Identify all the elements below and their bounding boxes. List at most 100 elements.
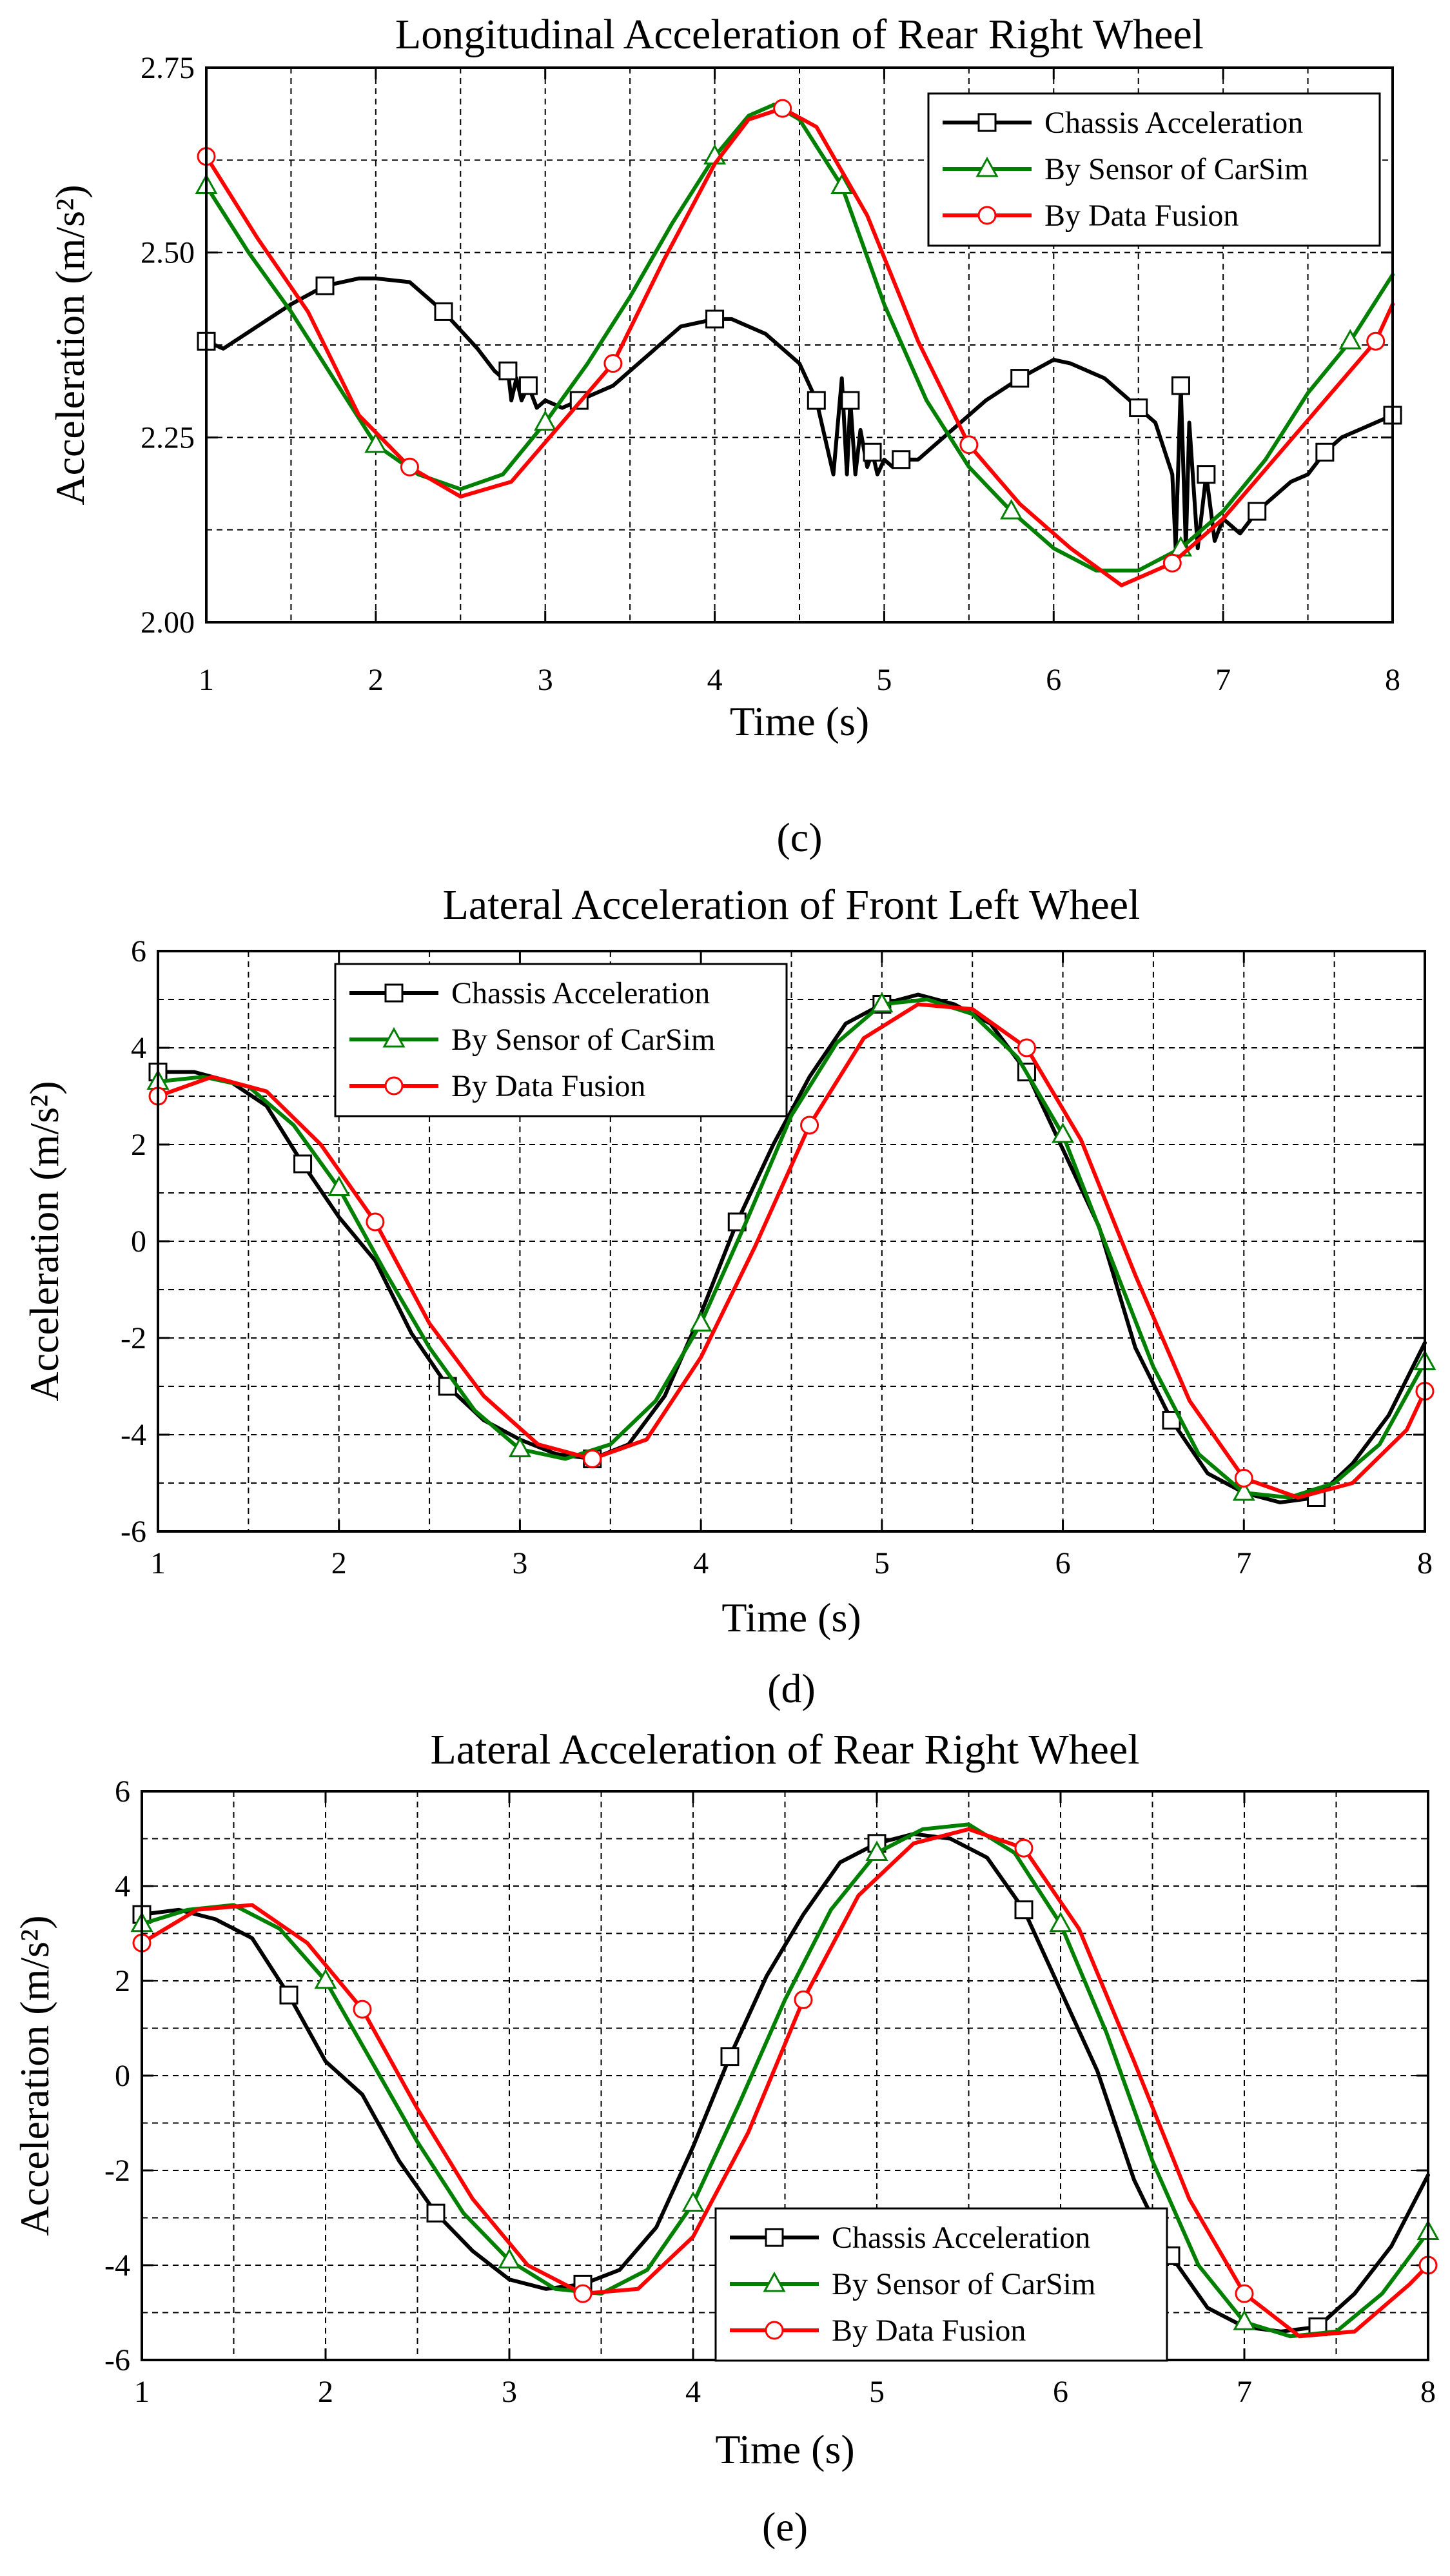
panel-label: (d) <box>767 1666 816 1711</box>
chart-title: Lateral Acceleration of Front Left Wheel <box>443 881 1141 929</box>
data-point <box>353 2000 372 2019</box>
chart-panel-2: Lateral Acceleration of Rear Right Wheel… <box>12 1726 1440 2550</box>
data-point <box>1010 369 1030 388</box>
y-tick-label: -4 <box>121 1418 146 1452</box>
x-tick-label: 2 <box>331 1546 347 1580</box>
x-tick-label: 5 <box>869 2375 885 2409</box>
legend-label: Chassis Acceleration <box>451 976 710 1010</box>
y-tick-label: 0 <box>131 1224 146 1259</box>
legend: Chassis Acceleration By Sensor of CarSim B… <box>714 2207 1168 2362</box>
legend-label: By Sensor of CarSim <box>451 1023 715 1057</box>
data-point <box>800 1116 819 1135</box>
data-point <box>315 276 335 295</box>
data-point <box>892 450 911 469</box>
data-point <box>1017 1038 1036 1057</box>
legend-label: By Data Fusion <box>1044 199 1239 233</box>
x-tick-label: 8 <box>1417 1546 1433 1580</box>
data-point <box>279 1985 299 2005</box>
y-axis-label: Acceleration (m/s²) <box>12 1915 57 2236</box>
data-point <box>1233 2310 1256 2330</box>
data-point <box>314 1968 337 1989</box>
data-point <box>1014 1838 1034 1858</box>
y-tick-label: 6 <box>131 934 146 968</box>
chart-title: Longitudinal Acceleration of Rear Right … <box>395 11 1204 58</box>
data-point <box>534 410 557 431</box>
data-point <box>364 432 387 453</box>
y-tick-label: 2.75 <box>141 51 195 85</box>
y-tick-label: 2.00 <box>141 605 195 640</box>
circle-marker <box>977 206 997 225</box>
series-line <box>140 1832 1430 2334</box>
data-point <box>830 173 854 194</box>
data-point <box>1366 331 1386 351</box>
data-point <box>366 1212 385 1232</box>
series-2 <box>197 99 1395 587</box>
data-point <box>1232 1480 1255 1501</box>
data-point <box>1235 2284 1254 2303</box>
chart-panel-1: Lateral Acceleration of Front Left Wheel… <box>21 881 1436 1711</box>
x-tick-label: 1 <box>150 1546 166 1580</box>
x-axis-label: Time (s) <box>715 2426 854 2472</box>
data-point <box>1171 376 1190 395</box>
y-tick-label: 2.25 <box>141 420 195 455</box>
plot-frame <box>205 66 1394 624</box>
x-tick-label: 8 <box>1420 2375 1436 2409</box>
triangle-marker <box>763 2271 786 2292</box>
data-point <box>1338 329 1362 349</box>
data-point <box>773 99 792 118</box>
x-tick-label: 7 <box>1236 1546 1251 1580</box>
series-line <box>156 992 1427 1504</box>
x-tick-label: 4 <box>707 663 723 697</box>
x-tick-label: 2 <box>368 663 384 697</box>
data-point <box>870 992 894 1012</box>
data-point <box>518 376 538 395</box>
data-point <box>1052 1122 1075 1143</box>
legend-label: By Data Fusion <box>451 1069 645 1103</box>
triangle-marker <box>382 1027 406 1048</box>
x-tick-label: 5 <box>876 663 892 697</box>
x-axis-label: Time (s) <box>721 1595 861 1640</box>
data-point <box>807 391 826 410</box>
x-axis-label: Time (s) <box>730 698 869 744</box>
data-point <box>400 457 419 477</box>
data-point <box>498 2248 521 2269</box>
x-tick-label: 7 <box>1237 2375 1252 2409</box>
y-tick-label: -4 <box>104 2248 130 2283</box>
data-point <box>1049 1911 1072 1932</box>
data-point <box>705 310 725 329</box>
data-point <box>689 1311 712 1332</box>
data-point <box>1014 1900 1034 1920</box>
data-point <box>603 354 623 373</box>
data-point <box>434 302 453 321</box>
chart-title: Lateral Acceleration of Rear Right Wheel <box>430 1726 1139 1773</box>
series-line <box>156 998 1427 1500</box>
square-marker <box>977 113 997 132</box>
data-point <box>1197 465 1216 484</box>
x-tick-label: 3 <box>538 663 553 697</box>
chart-panel-0: Longitudinal Acceleration of Rear Right … <box>47 11 1402 860</box>
legend-label: Chassis Acceleration <box>832 2221 1090 2255</box>
data-point <box>1315 442 1335 462</box>
data-point <box>293 1154 313 1174</box>
legend-label: By Sensor of CarSim <box>1044 152 1308 186</box>
data-point <box>1129 398 1148 417</box>
data-point <box>865 1840 888 1862</box>
y-tick-label: 6 <box>115 1775 130 1809</box>
y-axis-label: Acceleration (m/s²) <box>21 1081 67 1401</box>
x-tick-label: 4 <box>693 1546 709 1580</box>
y-tick-label: -2 <box>121 1321 146 1355</box>
legend-label: By Data Fusion <box>832 2314 1026 2348</box>
legend: Chassis Acceleration By Sensor of CarSim B… <box>334 963 788 1117</box>
data-point <box>328 1175 351 1196</box>
x-tick-label: 5 <box>874 1546 890 1580</box>
square-marker <box>765 2228 784 2247</box>
y-tick-label: 0 <box>115 2059 130 2093</box>
data-point <box>841 391 860 410</box>
series-2 <box>148 1002 1435 1500</box>
triangle-marker <box>975 156 999 177</box>
plot-frame <box>157 950 1426 1533</box>
series-line <box>204 106 1395 587</box>
data-point <box>426 2203 446 2223</box>
data-point <box>1162 553 1182 573</box>
